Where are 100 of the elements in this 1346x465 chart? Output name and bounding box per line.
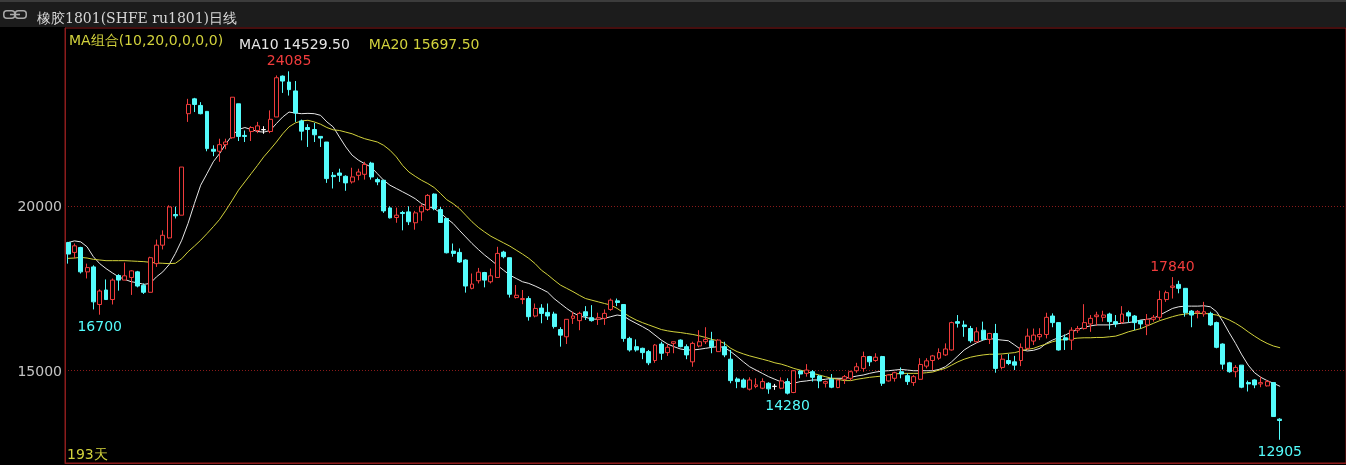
candlestick bbox=[937, 347, 941, 361]
candlestick bbox=[312, 122, 317, 143]
annotation: 14280 bbox=[765, 397, 810, 414]
candlestick bbox=[571, 311, 575, 325]
candlestick bbox=[785, 377, 790, 395]
candlestick bbox=[867, 355, 872, 367]
candlestick bbox=[659, 341, 664, 361]
candlestick bbox=[198, 101, 203, 115]
candlestick bbox=[167, 204, 172, 240]
candlestick bbox=[324, 141, 329, 184]
candlestick bbox=[343, 174, 348, 192]
candlestick bbox=[507, 257, 512, 299]
candlestick bbox=[829, 373, 834, 389]
candlestick bbox=[589, 304, 594, 323]
candlestick bbox=[85, 263, 90, 279]
candlestick bbox=[274, 74, 279, 118]
candlestick bbox=[1170, 276, 1175, 300]
candlestick bbox=[470, 273, 474, 290]
candlestick bbox=[1176, 280, 1181, 294]
candlestick bbox=[488, 268, 493, 284]
candlestick bbox=[716, 338, 721, 353]
candlestick bbox=[836, 378, 840, 389]
candlestick bbox=[179, 166, 184, 216]
candlestick bbox=[873, 352, 878, 363]
candlestick bbox=[1233, 364, 1238, 378]
candlestick bbox=[955, 314, 960, 329]
candlestick bbox=[1120, 305, 1124, 325]
candlestick bbox=[709, 331, 714, 354]
candlestick bbox=[520, 289, 525, 305]
candlestick bbox=[116, 273, 121, 292]
candlestick bbox=[1265, 379, 1270, 388]
candlestick bbox=[905, 372, 910, 386]
candlestick bbox=[476, 267, 481, 284]
candlestick bbox=[122, 262, 127, 281]
candlestick bbox=[110, 277, 115, 305]
annotation: 17840 bbox=[1150, 258, 1195, 275]
candlestick bbox=[810, 369, 815, 383]
candlestick bbox=[66, 241, 71, 265]
candlestick bbox=[760, 377, 765, 390]
candlestick bbox=[482, 271, 487, 288]
candlestick bbox=[318, 135, 323, 148]
candlestick bbox=[899, 366, 904, 379]
candlestick bbox=[962, 320, 967, 338]
candlestick bbox=[205, 110, 209, 152]
candlestick bbox=[495, 246, 500, 278]
candlestick bbox=[987, 332, 992, 345]
candlestick bbox=[861, 351, 866, 373]
candlestick bbox=[1277, 417, 1282, 441]
candlestick bbox=[1164, 290, 1169, 303]
candlestick bbox=[747, 376, 752, 391]
text: MA10 14529.50 bbox=[239, 36, 350, 52]
candlestick bbox=[564, 318, 569, 345]
candlestick bbox=[993, 323, 998, 374]
candlestick bbox=[280, 74, 285, 94]
candlestick bbox=[772, 383, 777, 391]
candlestick bbox=[804, 363, 809, 378]
candlestick bbox=[1195, 309, 1200, 319]
candlestick bbox=[968, 325, 973, 344]
candlestick bbox=[1258, 376, 1263, 388]
candlestick bbox=[432, 192, 437, 211]
candlestick bbox=[798, 369, 803, 379]
annotation: 193天 bbox=[67, 446, 108, 462]
chart-title: 橡胶1801(SHFE ru1801)日线 bbox=[37, 10, 238, 26]
candlestick bbox=[722, 341, 727, 358]
candlestick bbox=[880, 355, 885, 387]
candlestick bbox=[533, 303, 538, 318]
candlestick bbox=[558, 326, 563, 348]
candlestick bbox=[690, 341, 695, 368]
candlestick bbox=[615, 298, 620, 307]
candlestick bbox=[1271, 382, 1276, 418]
candlestick bbox=[981, 321, 986, 342]
candlestick bbox=[501, 250, 506, 259]
candlestick bbox=[1101, 310, 1106, 323]
candlestick bbox=[394, 207, 399, 224]
candlestick bbox=[192, 97, 197, 113]
candlestick bbox=[268, 109, 273, 134]
candlestick bbox=[1239, 364, 1244, 389]
annotation: 24085 bbox=[266, 52, 312, 69]
candlestick bbox=[665, 343, 670, 357]
candlestick bbox=[583, 305, 588, 321]
candlestick bbox=[293, 80, 298, 123]
y-tick-label: 20000 bbox=[17, 197, 62, 214]
candlestick bbox=[854, 362, 859, 374]
candlestick bbox=[211, 144, 216, 157]
candlestick bbox=[72, 243, 77, 259]
candlestick bbox=[552, 311, 557, 330]
legend-title: MA组合(10,20,0,0,0,0) bbox=[69, 32, 224, 48]
candlestick bbox=[1044, 312, 1049, 339]
candlestick bbox=[388, 205, 392, 219]
candlestick bbox=[1227, 361, 1232, 374]
candlestick bbox=[577, 311, 582, 331]
candlestick bbox=[823, 380, 828, 389]
annotation: 12905 bbox=[1257, 442, 1303, 459]
candlestick bbox=[104, 278, 108, 301]
text: MA20 15697.50 bbox=[368, 36, 480, 52]
candlestick bbox=[766, 381, 771, 395]
candlestick bbox=[791, 369, 796, 394]
candlestick bbox=[514, 284, 519, 300]
candlestick bbox=[817, 374, 822, 389]
candlestick bbox=[728, 349, 733, 384]
